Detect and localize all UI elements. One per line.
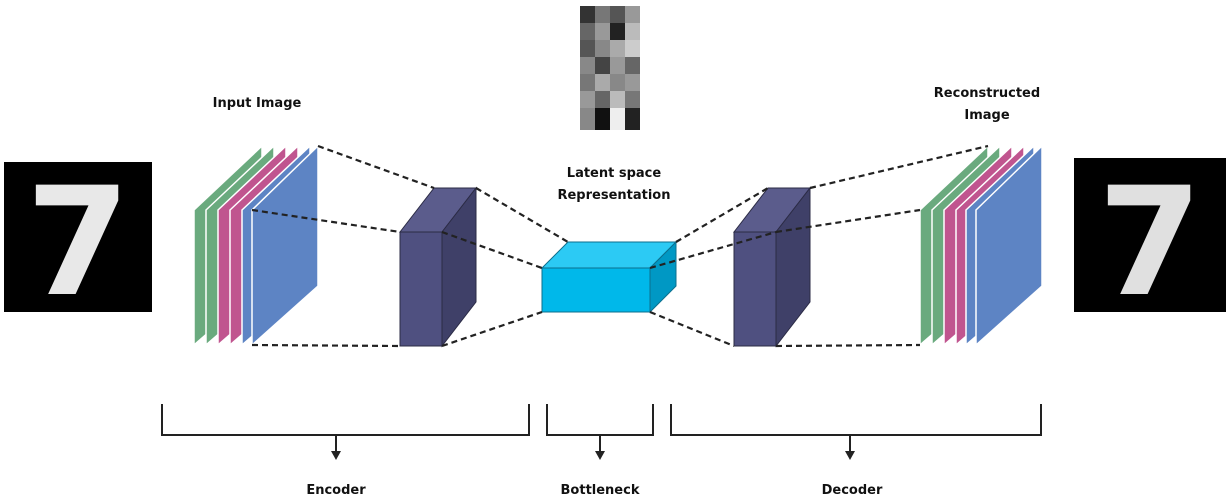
input-digit-image: 7 — [4, 156, 152, 330]
bottleneck-label: Bottleneck — [561, 483, 640, 498]
encoder-bracket — [161, 404, 530, 460]
decoder-label: Decoder — [822, 483, 883, 498]
reconstructed-image-label-line2: Image — [964, 108, 1009, 123]
latent-space-label-line2: Representation — [557, 188, 670, 203]
decoder-bracket — [670, 404, 1042, 460]
output-layer-blue-2 — [975, 144, 1043, 347]
latent-code-image — [580, 6, 640, 130]
latent-block — [540, 240, 678, 314]
input-image-label: Input Image — [213, 96, 302, 111]
reconstructed-digit: 7 — [1098, 156, 1202, 330]
latent-space-label-line1: Latent space — [567, 166, 662, 181]
encoder-label: Encoder — [306, 483, 366, 498]
dashed-connectors — [251, 144, 989, 348]
bottleneck-bracket — [546, 404, 654, 460]
input-layer-stack — [193, 144, 319, 347]
reconstructed-digit-image: 7 — [1074, 156, 1226, 330]
output-layer-stack — [919, 144, 1043, 347]
input-digit: 7 — [26, 156, 130, 330]
reconstructed-image-label-line1: Reconstructed — [934, 86, 1040, 101]
input-layer-blue-2 — [251, 144, 319, 347]
decoder-conv-block — [732, 186, 812, 348]
encoder-conv-block — [398, 186, 478, 348]
